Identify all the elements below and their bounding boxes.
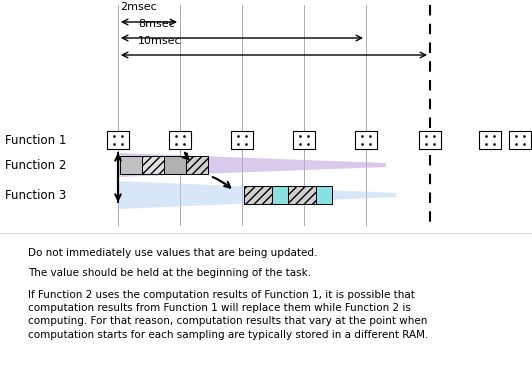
- Bar: [355, 131, 377, 149]
- Bar: [419, 131, 441, 149]
- Text: 2msec: 2msec: [120, 2, 157, 12]
- Polygon shape: [118, 153, 386, 177]
- Text: 8msec: 8msec: [138, 19, 174, 29]
- Bar: [509, 131, 531, 149]
- Text: 10msec: 10msec: [138, 36, 181, 46]
- Bar: [293, 131, 315, 149]
- Polygon shape: [118, 181, 396, 209]
- Bar: [316, 186, 332, 204]
- Text: Function 2: Function 2: [5, 158, 66, 172]
- Bar: [288, 186, 316, 204]
- Text: If Function 2 uses the computation results of Function 1, it is possible that
co: If Function 2 uses the computation resul…: [28, 290, 428, 339]
- Bar: [231, 131, 253, 149]
- Bar: [107, 131, 129, 149]
- Bar: [142, 156, 164, 174]
- Bar: [479, 131, 501, 149]
- Bar: [120, 156, 142, 174]
- Bar: [164, 156, 186, 174]
- Bar: [272, 186, 288, 204]
- Text: Function 1: Function 1: [5, 134, 66, 147]
- Text: Function 3: Function 3: [5, 189, 66, 201]
- Text: The value should be held at the beginning of the task.: The value should be held at the beginnin…: [28, 268, 311, 278]
- Bar: [244, 186, 272, 204]
- Bar: [169, 131, 191, 149]
- Text: Do not immediately use values that are being updated.: Do not immediately use values that are b…: [28, 248, 318, 258]
- Bar: [186, 156, 208, 174]
